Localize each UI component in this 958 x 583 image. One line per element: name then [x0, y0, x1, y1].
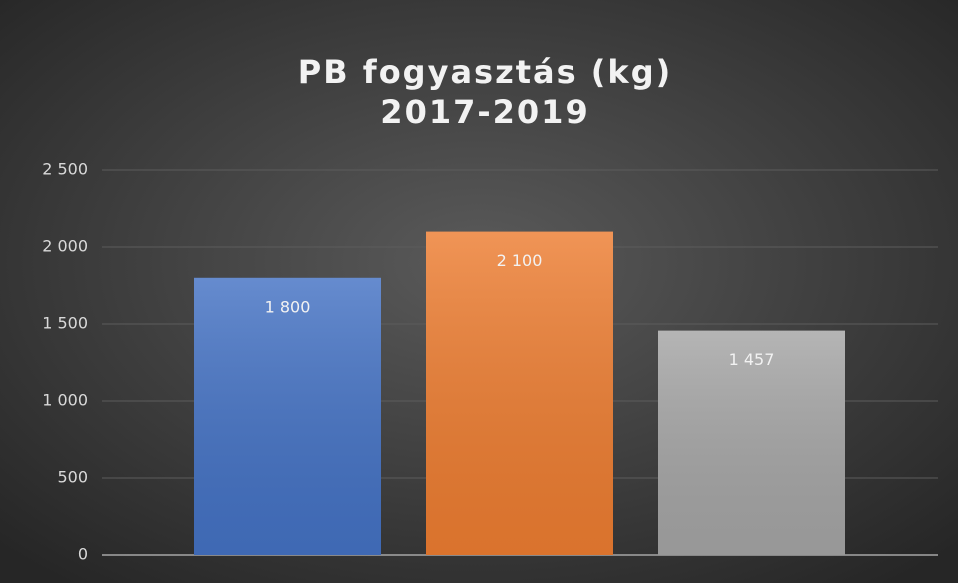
y-tick-label: 500: [57, 468, 88, 487]
y-tick-label: 1 500: [42, 314, 88, 333]
data-label: 2 100: [497, 251, 543, 270]
bar: [426, 231, 613, 555]
bar: [194, 277, 381, 555]
data-label: 1 800: [265, 297, 311, 316]
chart-title: PB fogyasztás (kg): [298, 53, 672, 91]
y-tick-label: 1 000: [42, 391, 88, 410]
chart-subtitle: 2017-2019: [380, 93, 589, 131]
y-tick-label: 0: [78, 545, 88, 564]
data-label: 1 457: [729, 350, 775, 369]
y-tick-label: 2 000: [42, 237, 88, 256]
y-tick-label: 2 500: [42, 160, 88, 179]
